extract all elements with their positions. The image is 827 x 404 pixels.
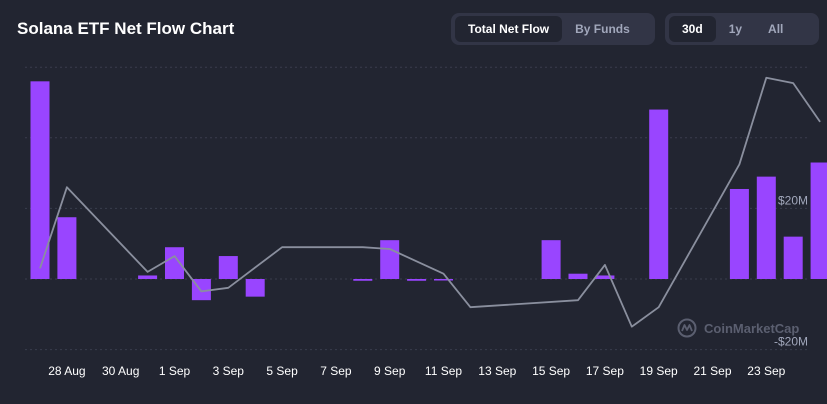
y-axis-labels: $20M -$20M <box>774 193 808 348</box>
x-tick-label: 13 Sep <box>478 364 516 378</box>
x-tick-label: 17 Sep <box>586 364 624 378</box>
bar[interactable] <box>434 279 453 281</box>
bar[interactable] <box>218 256 238 279</box>
watermark: CoinMarketCap <box>677 318 799 338</box>
bar[interactable] <box>30 81 50 279</box>
bar[interactable] <box>407 279 427 281</box>
cumulative-flow-line <box>39 76 821 328</box>
tab-total-net-flow[interactable]: Total Net Flow <box>455 16 563 42</box>
bar[interactable] <box>353 279 373 281</box>
bar[interactable] <box>57 217 77 279</box>
view-toggle: Total Net Flow By Funds <box>451 13 655 45</box>
x-tick-label: 23 Sep <box>747 364 785 378</box>
x-tick-label: 28 Aug <box>48 364 85 378</box>
bar[interactable] <box>649 109 669 279</box>
range-1y-button[interactable]: 1y <box>728 22 743 36</box>
x-tick-label: 30 Aug <box>102 364 139 378</box>
bar[interactable] <box>245 279 265 297</box>
x-tick-label: 1 Sep <box>159 364 191 378</box>
bar[interactable] <box>165 247 184 279</box>
range-30d-button[interactable]: 30d <box>669 16 716 42</box>
coinmarketcap-logo-icon <box>677 318 697 338</box>
line-series <box>39 76 821 328</box>
range-toggle: 30d 1y All <box>665 13 819 45</box>
bar[interactable] <box>380 240 400 279</box>
bar[interactable] <box>783 236 803 279</box>
bar[interactable] <box>756 176 776 279</box>
bar[interactable] <box>595 275 615 279</box>
x-axis-labels: 28 Aug 30 Aug 1 Sep 3 Sep 5 Sep 7 Sep 9 Sep 11 … <box>48 364 785 378</box>
x-tick-label: 3 Sep <box>213 364 245 378</box>
y-tick-label: -$20M <box>774 335 808 349</box>
bar[interactable] <box>810 162 827 279</box>
x-tick-label: 7 Sep <box>320 364 352 378</box>
x-tick-label: 5 Sep <box>266 364 298 378</box>
page-title: Solana ETF Net Flow Chart <box>17 19 235 38</box>
x-tick-label: 11 Sep <box>425 364 462 378</box>
grid-lines <box>25 66 810 351</box>
x-tick-label: 9 Sep <box>374 364 406 378</box>
bar-series <box>30 81 827 301</box>
x-tick-label: 21 Sep <box>693 364 731 378</box>
range-all-button[interactable]: All <box>768 22 784 36</box>
y-tick-label: $20M <box>778 193 808 207</box>
tab-by-funds[interactable]: By Funds <box>575 22 630 36</box>
watermark-text: CoinMarketCap <box>704 321 799 336</box>
bar[interactable] <box>138 275 158 279</box>
x-tick-label: 19 Sep <box>640 364 678 378</box>
bar[interactable] <box>541 240 561 279</box>
bar[interactable] <box>568 273 588 279</box>
x-tick-label: 15 Sep <box>532 364 570 378</box>
bar[interactable] <box>729 188 749 279</box>
